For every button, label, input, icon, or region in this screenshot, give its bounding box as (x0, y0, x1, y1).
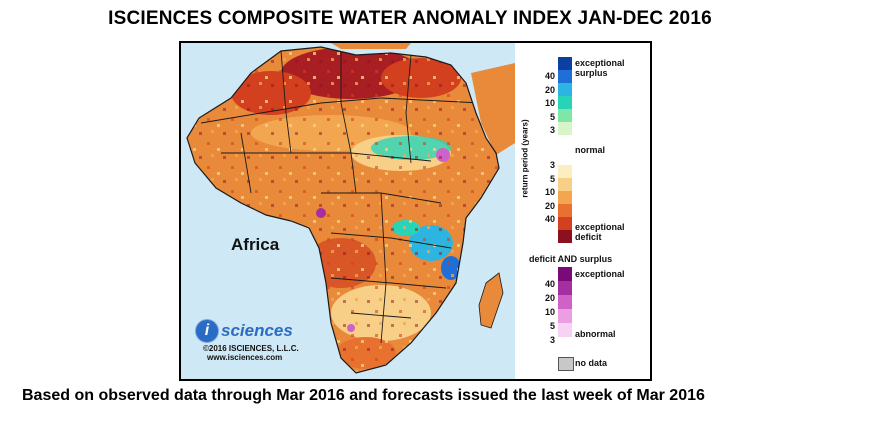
legend-both-swatch (558, 281, 572, 295)
madagascar (478, 272, 504, 329)
legend-both-tick: 10 (544, 307, 555, 317)
legend-both-swatch (558, 267, 572, 281)
legend-both-tick: 3 (549, 335, 555, 345)
legend-deficit-swatch (558, 217, 572, 230)
legend-no-data-label: no data (575, 358, 608, 368)
africa-map (181, 43, 515, 379)
legend-deficit-swatch (558, 230, 572, 243)
legend-deficit-label-2: deficit (575, 232, 602, 242)
legend-deficit-swatch (558, 191, 572, 204)
legend-deficit-label-1: exceptional (575, 222, 625, 232)
legend-both-swatch (558, 323, 572, 337)
legend-axis-title: return period (years) (520, 119, 530, 198)
legend-surplus-tick: 5 (549, 111, 555, 122)
region-label: Africa (231, 235, 280, 254)
europe-edge (331, 43, 411, 49)
legend-surplus-tick: 40 (544, 71, 555, 81)
legend-both-tick: 40 (544, 279, 555, 289)
legend-both-tick: 20 (544, 293, 555, 303)
page-title: ISCIENCES COMPOSITE WATER ANOMALY INDEX … (108, 8, 712, 29)
legend-deficit-swatch (558, 178, 572, 191)
legend-surplus-tick: 3 (549, 125, 555, 135)
legend-surplus-label-2: surplus (575, 68, 608, 78)
legend-surplus-swatch (558, 109, 572, 122)
legend-both-title: deficit AND surplus (529, 254, 613, 264)
legend-deficit-swatch (558, 204, 572, 217)
brand-name: sciences (221, 321, 293, 340)
legend-surplus-swatch (558, 57, 572, 70)
legend-deficit-tick: 3 (549, 160, 555, 170)
legend-surplus-swatch (558, 96, 572, 109)
legend-deficit-swatch (558, 165, 572, 178)
arabia-landmass (471, 63, 515, 155)
legend-surplus-swatch (558, 83, 572, 96)
legend-deficit-tick: 10 (544, 187, 555, 197)
legend-surplus-tick: 20 (544, 84, 555, 95)
isciences-brand: i sciences ©2016 ISCIENCES, L.L.C. www.i… (195, 319, 315, 362)
isciences-logo: i sciences (195, 319, 315, 343)
legend-normal-label: normal (575, 145, 606, 155)
legend-deficit-tick: 5 (549, 173, 555, 184)
legend-surplus-swatch (558, 122, 572, 135)
copyright-text: ©2016 ISCIENCES, L.L.C. (203, 344, 299, 353)
no-data-swatch (558, 357, 574, 371)
isciences-logo-icon: i (195, 319, 219, 343)
legend-surplus-tick: 10 (544, 98, 555, 108)
legend: return period (years) exceptional surplu… (515, 43, 650, 379)
legend-surplus-label-1: exceptional (575, 58, 625, 68)
legend-normal-swatch (558, 135, 572, 165)
legend-both-swatch (558, 295, 572, 309)
legend-both-bottom-label: abnormal (575, 329, 616, 339)
legend-deficit-tick: 40 (544, 214, 555, 224)
map-frame: Africa i sciences ©2016 ISCIENCES, L.L.C… (179, 41, 652, 381)
legend-both-top-label: exceptional (575, 269, 625, 279)
legend-surplus-swatch (558, 70, 572, 83)
legend-both-swatch (558, 309, 572, 323)
website-text: www.isciences.com (207, 353, 283, 362)
legend-deficit-tick: 20 (544, 200, 555, 211)
legend-both-tick: 5 (549, 321, 555, 331)
footnote: Based on observed data through Mar 2016 … (22, 387, 705, 404)
